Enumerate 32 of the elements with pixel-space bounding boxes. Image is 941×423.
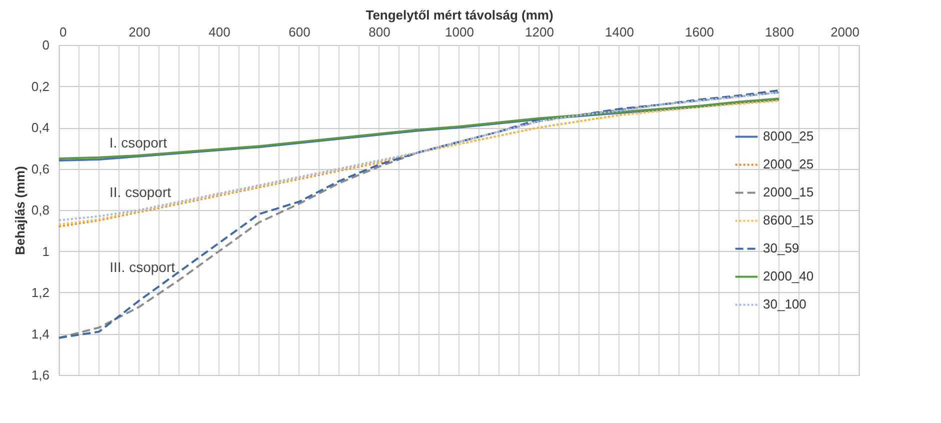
annotation: II. csoport	[110, 184, 172, 200]
x-tick-label: 2000	[830, 24, 860, 40]
y-tick-label: 1,2	[31, 285, 50, 300]
x-tick-label: 800	[368, 24, 390, 40]
legend-label: 8000_25	[763, 128, 814, 144]
y-tick-label: 1,4	[31, 326, 50, 342]
x-axis-title: Tengelytől mért távolság (mm)	[366, 8, 554, 22]
y-tick-label: 0,6	[31, 161, 50, 176]
x-tick-label: 1000	[445, 24, 474, 40]
x-tick-label: 1800	[765, 24, 794, 40]
y-tick-label: 0	[42, 38, 50, 52]
legend-label: 2000_40	[763, 268, 814, 284]
y-axis-title: Behajlás (mm)	[12, 166, 28, 255]
y-tick-label: 1,6	[31, 368, 50, 382]
legend-label: 30_59	[763, 240, 800, 256]
x-tick-label: 600	[288, 24, 310, 40]
legend-label: 8600_15	[763, 212, 814, 228]
annotation: I. csoport	[109, 134, 168, 150]
y-tick-label: 1	[42, 244, 50, 259]
x-tick-label: 1600	[685, 24, 714, 40]
x-tick-label: 400	[208, 24, 230, 40]
x-tick-label: 200	[128, 24, 150, 40]
legend-label: 2000_25	[763, 156, 814, 172]
x-tick-label: 1200	[525, 24, 554, 40]
y-tick-label: 0,4	[31, 120, 50, 135]
annotation: III. csoport	[110, 259, 176, 276]
y-tick-label: 0,2	[31, 78, 50, 94]
x-tick-label: 1400	[605, 24, 634, 40]
legend-label: 2000_15	[763, 184, 814, 200]
y-tick-label: 0,8	[31, 202, 50, 218]
x-tick-label: 0	[60, 24, 67, 40]
legend-label: 30_100	[763, 296, 806, 312]
